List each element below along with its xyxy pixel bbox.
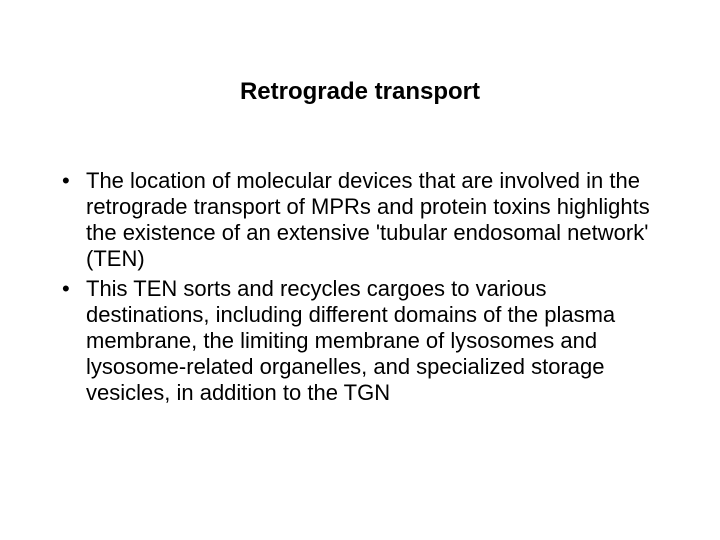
bullet-list: The location of molecular devices that a… [58,168,668,406]
list-item: This TEN sorts and recycles cargoes to v… [58,276,668,406]
bullet-text: The location of molecular devices that a… [86,168,650,271]
slide-body: The location of molecular devices that a… [58,168,668,410]
bullet-text: This TEN sorts and recycles cargoes to v… [86,276,615,405]
list-item: The location of molecular devices that a… [58,168,668,272]
slide: Retrograde transport The location of mol… [0,0,720,540]
slide-title: Retrograde transport [0,78,720,106]
